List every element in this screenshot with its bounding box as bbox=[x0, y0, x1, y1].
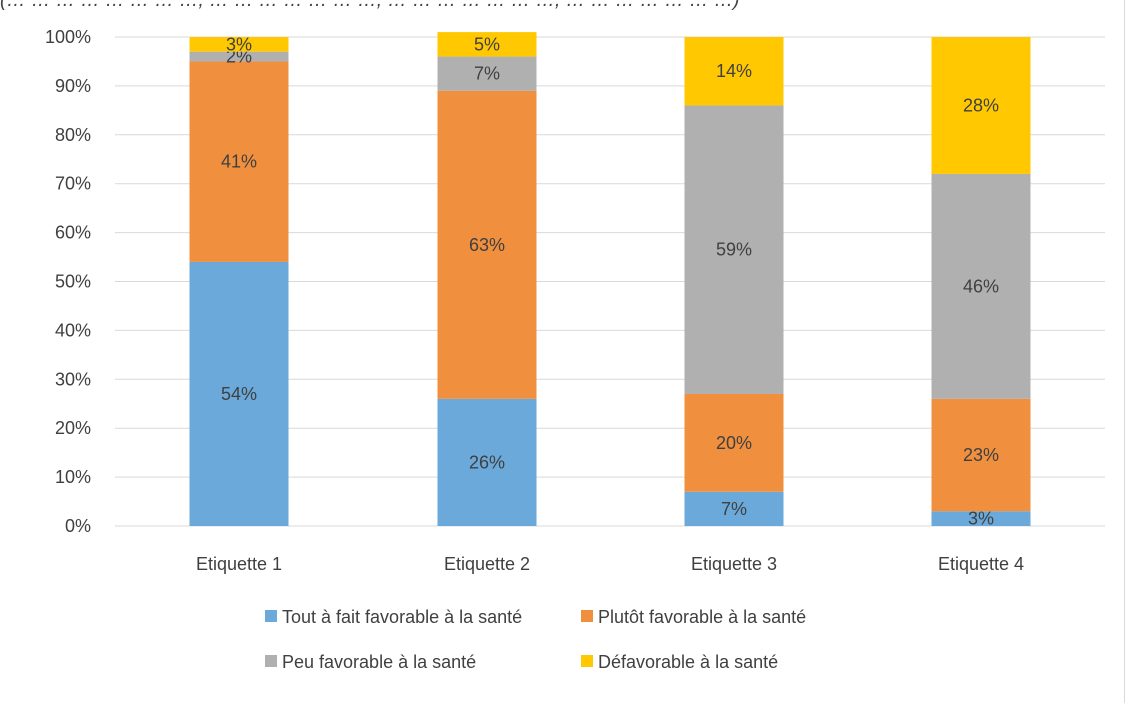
x-tick-label: Etiquette 2 bbox=[444, 554, 530, 574]
legend-swatch-2 bbox=[581, 610, 593, 622]
legend-label: Défavorable à la santé bbox=[598, 652, 778, 672]
data-label-3-3: 59% bbox=[716, 240, 752, 260]
bar-segment-3-2 bbox=[684, 393, 784, 492]
legend-label: Plutôt favorable à la santé bbox=[598, 607, 806, 627]
data-label-2-4: 5% bbox=[474, 34, 500, 54]
legend-swatch-3 bbox=[265, 655, 277, 667]
bar-segment-1-3 bbox=[189, 51, 289, 62]
data-label-3-2: 20% bbox=[716, 433, 752, 453]
bar-segment-2-4 bbox=[437, 32, 537, 57]
y-tick-label: 60% bbox=[55, 223, 91, 243]
bar-segment-1-2 bbox=[189, 61, 289, 262]
y-tick-label: 0% bbox=[65, 516, 91, 536]
bar-segment-1-4 bbox=[189, 37, 289, 52]
y-tick-label: 10% bbox=[55, 467, 91, 487]
x-tick-label: Etiquette 1 bbox=[196, 554, 282, 574]
bar-segment-4-4 bbox=[931, 37, 1031, 174]
data-label-2-3: 7% bbox=[474, 64, 500, 84]
y-tick-label: 70% bbox=[55, 174, 91, 194]
data-label-4-3: 46% bbox=[963, 276, 999, 296]
data-label-2-1: 26% bbox=[469, 452, 505, 472]
data-label-3-4: 14% bbox=[716, 61, 752, 81]
y-tick-label: 50% bbox=[55, 272, 91, 292]
x-tick-label: Etiquette 3 bbox=[691, 554, 777, 574]
bar-segment-2-3 bbox=[437, 56, 537, 91]
data-label-1-4: 3% bbox=[226, 34, 252, 54]
partial-caption: (… … … … … … … …, … … … … … … …, … … … …… bbox=[0, 0, 740, 11]
data-label-4-4: 28% bbox=[963, 95, 999, 115]
bar-segment-2-2 bbox=[437, 90, 537, 399]
bar-segment-3-3 bbox=[684, 105, 784, 394]
bar-segment-2-1 bbox=[437, 398, 537, 526]
data-label-4-1: 3% bbox=[968, 509, 994, 529]
y-tick-label: 20% bbox=[55, 418, 91, 438]
y-tick-label: 40% bbox=[55, 320, 91, 340]
data-label-1-2: 41% bbox=[221, 152, 257, 172]
bar-segment-3-1 bbox=[684, 491, 784, 526]
legend-swatch-1 bbox=[265, 610, 277, 622]
data-label-4-2: 23% bbox=[963, 445, 999, 465]
y-tick-label: 100% bbox=[45, 27, 91, 47]
legend-label: Peu favorable à la santé bbox=[282, 652, 476, 672]
bar-segment-3-4 bbox=[684, 37, 784, 106]
bar-segment-4-3 bbox=[931, 173, 1031, 399]
y-tick-label: 90% bbox=[55, 76, 91, 96]
y-tick-label: 30% bbox=[55, 369, 91, 389]
bar-segment-4-2 bbox=[931, 398, 1031, 512]
bar-segment-1-1 bbox=[189, 261, 289, 526]
legend-label: Tout à fait favorable à la santé bbox=[282, 607, 522, 627]
data-label-3-1: 7% bbox=[721, 499, 747, 519]
bar-segment-4-1 bbox=[931, 511, 1031, 526]
data-label-1-1: 54% bbox=[221, 384, 257, 404]
data-label-2-2: 63% bbox=[469, 235, 505, 255]
x-tick-label: Etiquette 4 bbox=[938, 554, 1024, 574]
y-tick-label: 80% bbox=[55, 125, 91, 145]
legend-swatch-4 bbox=[581, 655, 593, 667]
